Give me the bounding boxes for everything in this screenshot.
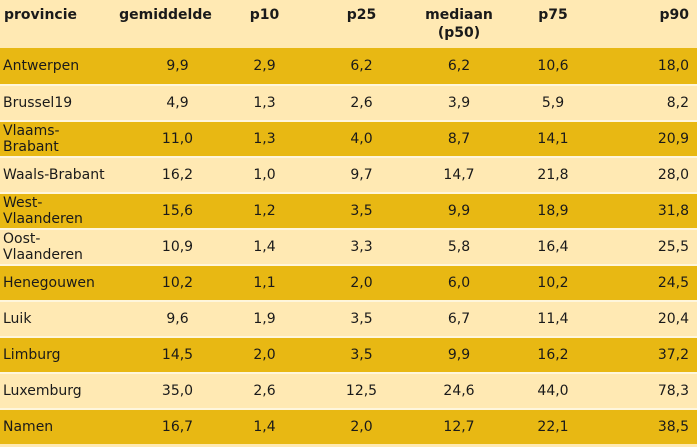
- cell-gemiddelde: 16,2: [115, 156, 216, 192]
- cell-provincie: Oost-Vlaanderen: [0, 228, 115, 264]
- header-p10: p10: [249, 7, 280, 23]
- cell-provincie: Antwerpen: [3, 58, 80, 74]
- cell-provincie: Luxemburg: [0, 372, 115, 408]
- cell-provincie: Namen: [0, 408, 115, 444]
- cell-mediaan: 12,7: [410, 408, 508, 444]
- cell-gemiddelde: 10,9: [115, 228, 216, 264]
- table-row: Henegouwen 10,2 1,1 2,0 6,0 10,2 24,5: [0, 264, 697, 300]
- header-mediaan: mediaan (p50): [410, 0, 508, 48]
- table-row: Limburg 14,5 2,0 3,5 9,9 16,2 37,2: [0, 336, 697, 372]
- cell-p75: 10,6: [537, 58, 569, 74]
- cell-provincie: Vlaams-Brabant: [0, 120, 115, 156]
- cell-p90: 24,5: [598, 264, 697, 300]
- cell-gemiddelde: 9,6: [115, 300, 216, 336]
- cell-gemiddelde: 16,7: [115, 408, 216, 444]
- cell-p25: 6,2: [350, 58, 373, 74]
- cell-gemiddelde: 15,6: [115, 192, 216, 228]
- cell-p10: 1,3: [216, 84, 313, 120]
- cell-p25: 4,0: [313, 120, 410, 156]
- cell-p25: 3,5: [313, 192, 410, 228]
- cell-p10: 2,9: [253, 58, 276, 74]
- table-row: West-Vlaanderen 15,6 1,2 3,5 9,9 18,9 31,8: [0, 192, 697, 228]
- cell-p25: 3,5: [313, 336, 410, 372]
- table-row: Antwerpen 9,9 2,9 6,2 6,2 10,6 18,0: [0, 48, 697, 84]
- cell-p75: 5,9: [508, 84, 598, 120]
- table-row: Waals-Brabant 16,2 1,0 9,7 14,7 21,8 28,0: [0, 156, 697, 192]
- cell-p10: 1,1: [216, 264, 313, 300]
- cell-provincie: West-Vlaanderen: [0, 192, 115, 228]
- cell-provincie: Brussel19: [0, 84, 115, 120]
- cell-p10: 1,9: [216, 300, 313, 336]
- cell-mediaan: 3,9: [410, 84, 508, 120]
- cell-p90: 78,3: [598, 372, 697, 408]
- cell-p90: 20,4: [598, 300, 697, 336]
- table-row: Luxemburg 35,0 2,6 12,5 24,6 44,0 78,3: [0, 372, 697, 408]
- header-p25: p25: [346, 7, 377, 23]
- cell-gemiddelde: 35,0: [115, 372, 216, 408]
- cell-p25: 2,6: [313, 84, 410, 120]
- cell-gemiddelde: 9,9: [166, 58, 189, 74]
- cell-mediaan: 24,6: [410, 372, 508, 408]
- cell-p90: 31,8: [598, 192, 697, 228]
- cell-gemiddelde: 10,2: [115, 264, 216, 300]
- cell-gemiddelde: 11,0: [115, 120, 216, 156]
- cell-p10: 1,2: [216, 192, 313, 228]
- cell-p10: 1,4: [216, 228, 313, 264]
- cell-p75: 11,4: [508, 300, 598, 336]
- table-row: Brussel19 4,9 1,3 2,6 3,9 5,9 8,2: [0, 84, 697, 120]
- cell-provincie: Limburg: [0, 336, 115, 372]
- cell-p10: 1,4: [216, 408, 313, 444]
- cell-p10: 1,0: [216, 156, 313, 192]
- cell-p25: 2,0: [313, 408, 410, 444]
- table-row: Luik 9,6 1,9 3,5 6,7 11,4 20,4: [0, 300, 697, 336]
- cell-gemiddelde: 14,5: [115, 336, 216, 372]
- cell-p25: 3,5: [313, 300, 410, 336]
- cell-p25: 12,5: [313, 372, 410, 408]
- header-gemiddelde: gemiddelde: [119, 7, 212, 23]
- cell-mediaan: 6,2: [447, 58, 471, 74]
- cell-p10: 2,0: [216, 336, 313, 372]
- cell-p10: 2,6: [216, 372, 313, 408]
- cell-mediaan: 6,0: [410, 264, 508, 300]
- cell-p75: 16,4: [508, 228, 598, 264]
- table-body: Antwerpen 9,9 2,9 6,2 6,2 10,6 18,0 Brussel19 4,…: [0, 48, 697, 444]
- cell-p90: 38,5: [598, 408, 697, 444]
- cell-p90: 37,2: [598, 336, 697, 372]
- cell-mediaan: 9,9: [410, 336, 508, 372]
- cell-mediaan: 9,9: [410, 192, 508, 228]
- cell-p90: 28,0: [598, 156, 697, 192]
- cell-p10: 1,3: [216, 120, 313, 156]
- header-provincie: provincie: [4, 7, 78, 23]
- cell-provincie: Waals-Brabant: [0, 156, 115, 192]
- cell-p25: 9,7: [313, 156, 410, 192]
- table-row: Namen 16,7 1,4 2,0 12,7 22,1 38,5: [0, 408, 697, 444]
- cell-provincie: Luik: [0, 300, 115, 336]
- header-row: provincie gemiddelde p10 p25 mediaan (p5…: [0, 0, 697, 48]
- cell-p90: 25,5: [598, 228, 697, 264]
- cell-mediaan: 14,7: [410, 156, 508, 192]
- header-mediaan-text: mediaan (p50): [425, 7, 493, 41]
- cell-p75: 21,8: [508, 156, 598, 192]
- cell-mediaan: 8,7: [410, 120, 508, 156]
- cell-p75: 18,9: [508, 192, 598, 228]
- cell-p75: 22,1: [508, 408, 598, 444]
- cell-p75: 10,2: [508, 264, 598, 300]
- cell-p25: 3,3: [313, 228, 410, 264]
- header-p75: p75: [538, 7, 568, 23]
- cell-p90: 20,9: [598, 120, 697, 156]
- cell-mediaan: 6,7: [410, 300, 508, 336]
- cell-gemiddelde: 4,9: [115, 84, 216, 120]
- table-row: Oost-Vlaanderen 10,9 1,4 3,3 5,8 16,4 25,5: [0, 228, 697, 264]
- cell-p90: 8,2: [598, 84, 697, 120]
- cell-p90: 18,0: [657, 58, 689, 74]
- cell-p75: 14,1: [508, 120, 598, 156]
- cell-p25: 2,0: [313, 264, 410, 300]
- header-p90: p90: [659, 7, 689, 23]
- cell-p75: 44,0: [508, 372, 598, 408]
- cell-mediaan: 5,8: [410, 228, 508, 264]
- cell-p75: 16,2: [508, 336, 598, 372]
- cell-provincie: Henegouwen: [0, 264, 115, 300]
- table-row: Vlaams-Brabant 11,0 1,3 4,0 8,7 14,1 20,9: [0, 120, 697, 156]
